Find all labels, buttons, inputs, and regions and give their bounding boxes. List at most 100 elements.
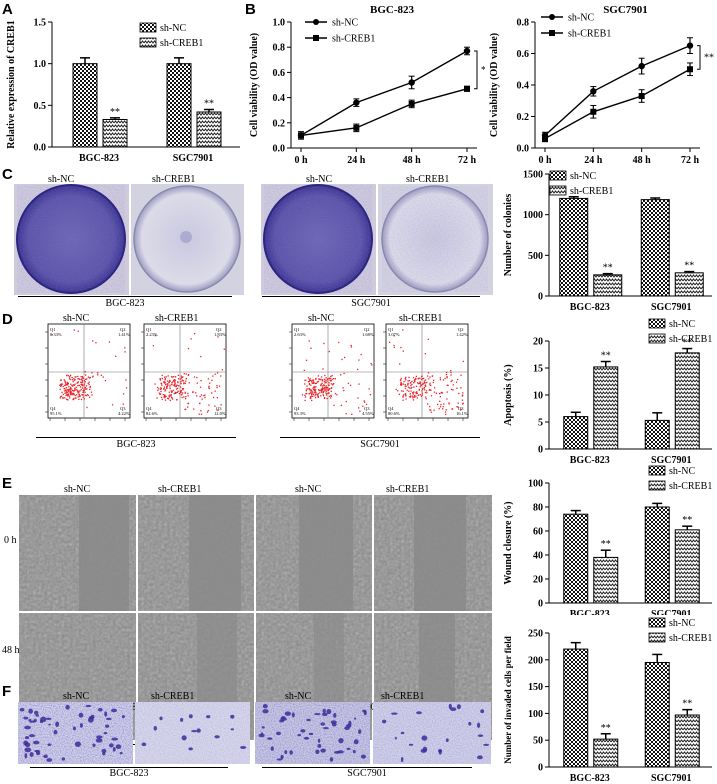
legend-swatch — [648, 318, 666, 329]
y-tick-label: 0.6 — [273, 68, 286, 79]
y-tick-label: 20 — [533, 575, 543, 586]
stained-cell — [477, 755, 483, 760]
label-d-shnc-1: sh-NC — [63, 313, 90, 324]
panel-letter-e: E — [2, 475, 13, 492]
stained-cell — [315, 749, 320, 754]
significance-label: ** — [481, 65, 485, 76]
x-tick-label: 48 h — [633, 155, 652, 166]
legend-label: sh-CREB1 — [332, 34, 375, 45]
bar — [644, 419, 670, 450]
stained-cell — [422, 746, 428, 752]
dish-sgc-shcreb1 — [378, 184, 493, 295]
stained-cell — [270, 746, 274, 751]
y-tick-label: 10 — [533, 391, 543, 402]
label-f-shcreb1-2: sh-CREB1 — [381, 691, 425, 702]
stained-cell — [353, 717, 357, 720]
x-tick-label: SGC7901 — [651, 302, 692, 311]
stained-cell — [105, 717, 112, 721]
significance-label: ** — [601, 539, 611, 550]
stained-cell — [46, 758, 53, 762]
transwell-images — [18, 702, 491, 764]
stained-cell — [102, 752, 106, 756]
stained-cell — [55, 721, 60, 728]
dish-sgc-shnc — [261, 184, 376, 295]
y-tick-label: 0.6 — [517, 49, 530, 60]
data-point — [590, 108, 597, 115]
quadrant-value: 16.1% — [456, 411, 468, 416]
bar — [563, 513, 589, 604]
stained-cell — [28, 708, 33, 714]
quadrant-value: 80.6% — [388, 411, 400, 416]
significance-bracket — [474, 50, 478, 90]
y-tick-label: 1500 — [523, 170, 543, 181]
y-tick-label: 0 — [538, 599, 543, 610]
x-tick-label: SGC7901 — [651, 609, 692, 615]
bar — [563, 648, 589, 768]
quadrant-name: Q4 — [294, 406, 300, 411]
quadrant-name: Q1 — [50, 327, 56, 332]
y-tick-label: 0.8 — [273, 43, 286, 54]
bar — [640, 199, 670, 297]
stained-cell — [196, 728, 201, 733]
bar — [674, 714, 700, 768]
scatter-dots — [152, 332, 225, 415]
wound-gap-bgc-creb1-0h — [189, 495, 241, 611]
stained-cell — [92, 743, 96, 747]
y-axis-label: Number of colonies — [503, 194, 514, 277]
plot-frame — [47, 323, 131, 419]
stained-cell — [29, 720, 36, 723]
quadrant-value: 3.07% — [388, 332, 400, 337]
stained-cell — [119, 752, 123, 755]
x-tick-label: SGC7901 — [173, 153, 214, 164]
y-axis-label: Apoptosis (%) — [503, 364, 514, 425]
stained-cell — [308, 732, 314, 736]
stained-cell — [188, 747, 193, 751]
scatter-dots — [388, 329, 464, 416]
stained-cell — [230, 728, 235, 731]
stained-cell — [297, 733, 302, 737]
stained-cell — [43, 754, 48, 759]
quadrant-value: 1.41% — [118, 332, 130, 337]
stained-cell — [303, 736, 310, 740]
significance-label: ** — [682, 515, 692, 526]
data-point — [298, 132, 304, 139]
bar — [72, 63, 98, 148]
label-e-shcreb1-1: sh-CREB1 — [158, 484, 202, 495]
bar — [559, 197, 589, 297]
caption-c-sgc: SGC7901 — [351, 298, 391, 309]
stained-cell — [45, 717, 52, 721]
stained-cell — [191, 730, 198, 733]
legend-swatch — [648, 333, 666, 344]
stained-cell — [28, 734, 36, 738]
stained-cell — [206, 715, 211, 719]
legend-marker — [549, 30, 555, 36]
quadrant-name: Q4 — [146, 406, 152, 411]
bar — [102, 119, 128, 148]
data-point — [638, 93, 645, 100]
significance-bracket — [697, 45, 701, 70]
y-tick-label: 150 — [528, 682, 543, 693]
y-tick-label: 1.5 — [34, 18, 47, 29]
quadrant-value: 95.1% — [50, 411, 62, 416]
stained-cell — [360, 754, 366, 759]
stained-cell — [480, 709, 485, 714]
data-point — [590, 88, 597, 95]
stained-cell — [276, 758, 283, 761]
stained-cell — [110, 708, 118, 713]
stained-cell — [421, 735, 428, 741]
data-point — [353, 124, 360, 131]
legend-marker — [313, 19, 319, 25]
stained-cell — [416, 711, 422, 715]
chart-c-colonies: 0 500 1000 1500 Number of colonies ** BGC-823 *… — [503, 170, 712, 311]
bar — [674, 352, 700, 450]
y-axis-label: Wound closure (%) — [503, 501, 514, 584]
stained-cell — [280, 754, 284, 760]
stained-cell — [74, 741, 81, 747]
stained-cell — [400, 757, 404, 763]
data-point — [408, 79, 415, 86]
data-point — [687, 66, 693, 73]
y-tick-label: 20 — [533, 337, 543, 348]
panel-letter-a: A — [2, 1, 13, 18]
data-point — [638, 62, 645, 70]
x-tick-label: 72 h — [681, 155, 700, 166]
